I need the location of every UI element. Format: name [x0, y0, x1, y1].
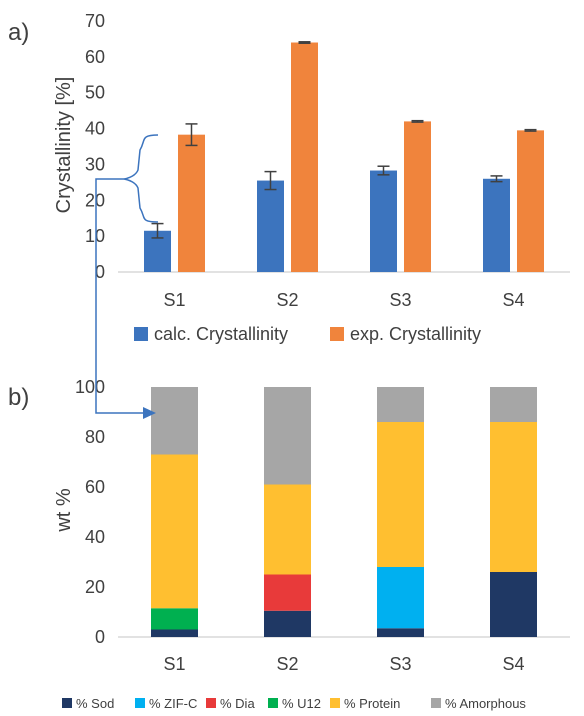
chart-b-bar-S2-protein: [264, 484, 311, 575]
chart-b-y-tick-5: 100: [75, 377, 105, 397]
arrow-head-icon: [143, 407, 156, 419]
chart-a-bar-exp-S4: [517, 130, 544, 272]
chart-b-y-tick-4: 80: [85, 427, 105, 447]
chart-b-bar-S4-protein: [490, 422, 537, 572]
bracket-arrow-annotation: [95, 134, 159, 419]
connector-line: [95, 178, 144, 414]
chart-b-bar-S4-amorphous: [490, 387, 537, 422]
chart-a-y-tick-2: 20: [85, 190, 105, 210]
chart-b-bar-S1-amorphous: [151, 387, 198, 455]
panel-a-label: a): [8, 19, 29, 46]
chart-a: 0 10 20 30 40 50 60 70 S1 S2 S3 S4 calc. Crystallini…: [85, 11, 570, 344]
chart-a-x-tick-S2: S2: [276, 290, 298, 310]
chart-a-y-tick-1: 10: [85, 226, 105, 246]
chart-b-legend-label-4: % Protein: [344, 696, 400, 711]
chart-b-y-tick-2: 40: [85, 527, 105, 547]
chart-a-bar-exp-S3: [404, 121, 431, 273]
chart-b-bar-S2-dia: [264, 574, 311, 611]
chart-a-y-tick-5: 50: [85, 83, 105, 103]
chart-a-bar-calc-S3: [370, 170, 397, 272]
chart-a-y-tick-7: 70: [85, 11, 105, 31]
chart-b-bar-S3-amorphous: [377, 387, 424, 422]
chart-b-bar-S3-sod: [377, 628, 424, 637]
chart-b-x-tick-S2: S2: [276, 654, 298, 674]
chart-b-bar-S1-sod: [151, 629, 198, 637]
chart-a-y-axis-label: Crystallinity [%]: [53, 77, 75, 214]
chart-b-bar-S3-protein: [377, 422, 424, 567]
chart-a-y-tick-3: 30: [85, 154, 105, 174]
chart-b-bar-S1-u12: [151, 608, 198, 630]
chart-b-legend-label-5: % Amorphous: [445, 696, 526, 711]
chart-b-legend-label-2: % Dia: [220, 696, 255, 711]
chart-b-y-tick-0: 0: [95, 627, 105, 647]
panel-b-label: b): [8, 384, 29, 411]
chart-a-y-tick-0: 0: [95, 262, 105, 282]
chart-b-x-tick-S3: S3: [389, 654, 411, 674]
chart-b-legend-swatch-1: [135, 698, 145, 708]
chart-a-bar-exp-S1: [178, 134, 205, 272]
chart-a-bar-calc-S2: [257, 180, 284, 272]
chart-a-bar-exp-S2: [291, 42, 318, 273]
chart-b-legend-label-0: % Sod: [76, 696, 114, 711]
chart-b-bar-S2-sod: [264, 610, 311, 637]
chart-a-x-tick-S4: S4: [502, 290, 524, 310]
chart-a-y-tick-4: 40: [85, 119, 105, 139]
chart-b-y-tick-3: 60: [85, 477, 105, 497]
chart-a-legend-swatch-1: [330, 327, 344, 341]
bracket-icon: [123, 134, 159, 223]
chart-b-legend-swatch-0: [62, 698, 72, 708]
chart-b-legend-swatch-4: [330, 698, 340, 708]
chart-b-x-tick-S4: S4: [502, 654, 524, 674]
chart-b-legend-swatch-2: [206, 698, 216, 708]
chart-b-legend-swatch-3: [268, 698, 278, 708]
chart-a-bar-calc-S4: [483, 178, 510, 272]
chart-b-y-tick-1: 20: [85, 577, 105, 597]
chart-b: 0 20 40 60 80 100 S1 S2 S3 S4 % Sod % ZIF-C % Dia % U…: [62, 377, 570, 711]
chart-b-legend-swatch-5: [431, 698, 441, 708]
chart-a-x-tick-S1: S1: [163, 290, 185, 310]
chart-b-bar-S1-protein: [151, 454, 198, 609]
chart-a-legend-swatch-0: [134, 327, 148, 341]
chart-b-legend-label-1: % ZIF-C: [149, 696, 197, 711]
chart-b-x-tick-S1: S1: [163, 654, 185, 674]
chart-a-legend-label-0: calc. Crystallinity: [154, 324, 288, 344]
chart-a-y-tick-6: 60: [85, 47, 105, 67]
chart-b-bar-S4-sod: [490, 572, 537, 637]
chart-a-x-tick-S3: S3: [389, 290, 411, 310]
chart-b-bar-S2-amorphous: [264, 387, 311, 485]
chart-a-legend-label-1: exp. Crystallinity: [350, 324, 481, 344]
chart-b-legend-label-3: % U12: [282, 696, 321, 711]
chart-b-bar-S3-zif-c: [377, 567, 424, 629]
chart-b-y-axis-label: wt %: [53, 488, 75, 533]
